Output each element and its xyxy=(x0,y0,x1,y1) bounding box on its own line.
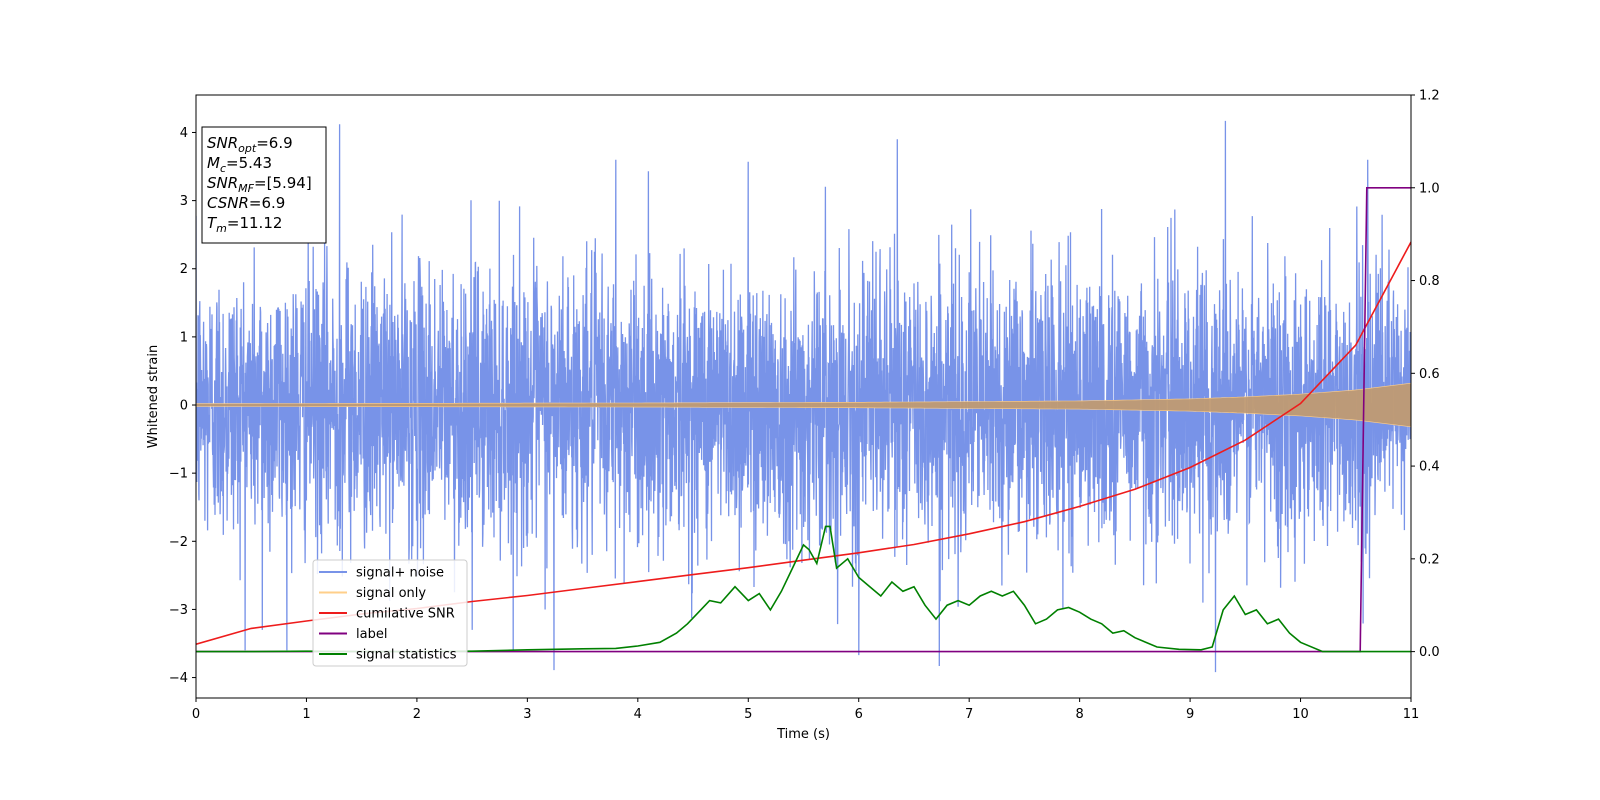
y-tick-label: 2 xyxy=(180,262,188,277)
y2-tick-label: 0.0 xyxy=(1419,645,1440,660)
plot-frame xyxy=(195,94,1412,699)
legend-label: signal statistics xyxy=(356,648,457,663)
annotation-frame xyxy=(201,126,327,244)
y2-tick-label: 0.2 xyxy=(1419,552,1440,567)
legend-label: signal only xyxy=(356,586,426,601)
legend-label: label xyxy=(356,627,387,642)
y2-tick-label: 0.6 xyxy=(1419,367,1440,382)
annotation-line: Mc=5.43 xyxy=(207,154,272,175)
y-tick-label: 1 xyxy=(180,330,188,345)
signal-only-band xyxy=(196,382,1411,428)
legend-label: signal+ noise xyxy=(356,566,444,581)
x-tick-label: 1 xyxy=(302,707,310,722)
y2-tick-label: 0.8 xyxy=(1419,274,1440,289)
series-signal-statistics xyxy=(196,525,1411,653)
y2-tick-label: 0.4 xyxy=(1419,460,1440,475)
y2-axis-ticks: 0.0 0.2 0.4 0.6 0.8 1.0 1.2 xyxy=(1411,89,1440,660)
x-tick-label: 5 xyxy=(744,707,752,722)
x-tick-label: 0 xyxy=(192,707,200,722)
annotation-line: SNRMF=[5.94] xyxy=(207,174,312,195)
annotation-line: Tm=11.12 xyxy=(207,214,282,235)
x-axis-ticks: 0 1 2 3 4 5 6 7 8 9 10 11 xyxy=(192,698,1419,722)
y-axis-label: Whitened strain xyxy=(146,345,161,448)
x-tick-label: 2 xyxy=(413,707,421,722)
x-tick-label: 4 xyxy=(634,707,642,722)
x-tick-label: 9 xyxy=(1186,707,1194,722)
y2-tick-label: 1.0 xyxy=(1419,181,1440,196)
x-tick-label: 11 xyxy=(1403,707,1420,722)
legend-label: cumilative SNR xyxy=(356,607,455,622)
x-tick-label: 6 xyxy=(855,707,863,722)
x-axis-label: Time (s) xyxy=(776,727,830,742)
y-axis-ticks: −4 −3 −2 −1 0 1 2 3 4 xyxy=(169,126,196,686)
y-tick-label: 3 xyxy=(180,194,188,209)
legend-frame xyxy=(312,559,468,667)
x-tick-label: 10 xyxy=(1292,707,1309,722)
series-signal-only xyxy=(196,382,1411,428)
x-tick-label: 7 xyxy=(965,707,973,722)
annotation-line: SNRopt=6.9 xyxy=(207,134,293,155)
y-tick-label: −4 xyxy=(169,671,188,686)
x-tick-label: 3 xyxy=(523,707,531,722)
y-tick-label: −3 xyxy=(169,603,188,618)
series-label xyxy=(196,187,1411,653)
y-tick-label: −2 xyxy=(169,535,188,550)
y-tick-label: 4 xyxy=(180,126,188,141)
annotation-line: CSNR=6.9 xyxy=(207,194,285,212)
y-tick-label: −1 xyxy=(169,467,188,482)
y2-tick-label: 1.2 xyxy=(1419,89,1440,104)
legend: signal+ noise signal only cumilative SNR la… xyxy=(312,559,468,667)
y-tick-label: 0 xyxy=(180,399,188,414)
x-tick-label: 8 xyxy=(1075,707,1083,722)
